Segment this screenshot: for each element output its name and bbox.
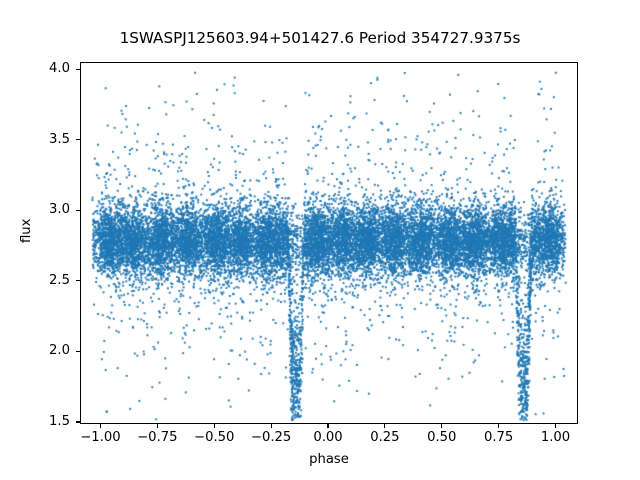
y-tick-label: 3.0 bbox=[49, 202, 70, 218]
x-tick-label: −0.25 bbox=[250, 430, 292, 445]
x-tick-label: 1.00 bbox=[540, 430, 571, 445]
x-axis-label: phase bbox=[309, 452, 349, 467]
y-tick-mark bbox=[76, 68, 80, 70]
x-tick-label: −0.75 bbox=[137, 430, 178, 445]
y-tick-label: 4.0 bbox=[49, 61, 70, 77]
y-axis-label: flux bbox=[19, 218, 34, 243]
x-tick-mark bbox=[99, 424, 102, 428]
x-tick-label: 0.50 bbox=[427, 430, 457, 445]
x-tick-mark bbox=[441, 424, 443, 428]
x-tick-mark bbox=[498, 424, 500, 428]
x-tick-label: −0.50 bbox=[194, 430, 235, 445]
y-tick-label: 2.0 bbox=[49, 343, 70, 359]
y-tick-mark bbox=[76, 280, 80, 282]
x-tick-mark bbox=[554, 424, 557, 428]
y-tick-mark bbox=[76, 421, 80, 423]
x-tick-label: −1.00 bbox=[80, 430, 121, 445]
y-tick-mark bbox=[76, 209, 80, 211]
y-tick-label: 1.5 bbox=[49, 414, 70, 429]
x-tick-mark bbox=[270, 424, 272, 428]
x-tick-label: 0.25 bbox=[370, 430, 400, 445]
y-tick-label: 2.5 bbox=[49, 272, 70, 288]
x-tick-mark bbox=[213, 424, 215, 428]
y-tick-label: 3.5 bbox=[49, 131, 70, 147]
x-tick-mark bbox=[384, 424, 386, 428]
x-tick-label: 0.00 bbox=[313, 430, 343, 445]
x-tick-mark bbox=[156, 424, 158, 428]
scatter-plot-canvas bbox=[81, 63, 577, 423]
y-tick-mark bbox=[76, 139, 80, 141]
x-tick-label: 0.75 bbox=[483, 430, 514, 445]
page-title: 1SWASPJ125603.94+501427.6 Period 354727.… bbox=[119, 29, 521, 47]
x-tick-mark bbox=[327, 424, 329, 428]
y-tick-mark bbox=[76, 350, 80, 352]
plot-axes bbox=[80, 62, 578, 424]
